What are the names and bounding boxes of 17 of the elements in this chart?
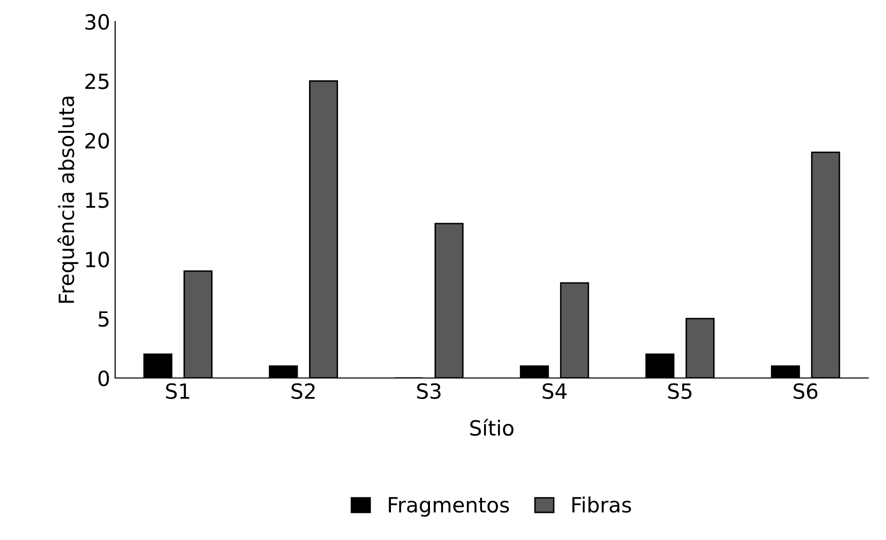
x-tick-label: S3 bbox=[417, 383, 441, 399]
y-tick-label: 15 bbox=[86, 192, 108, 208]
y-axis-title: Frequência absoluta bbox=[57, 96, 78, 303]
y-tick-label: 25 bbox=[85, 73, 108, 90]
y-tick-label: 30 bbox=[85, 14, 109, 30]
x-tick-label: S6 bbox=[794, 383, 818, 399]
x-tick-label: S4 bbox=[542, 383, 567, 399]
x-tick-label: S1 bbox=[166, 383, 190, 399]
y-tick-label: 5 bbox=[98, 311, 108, 327]
legend-label: Fragmentos bbox=[388, 497, 509, 517]
legend-label: Fibras bbox=[572, 496, 632, 513]
y-tick-label: 0 bbox=[98, 370, 109, 386]
y-tick-label: 20 bbox=[85, 132, 109, 149]
x-tick-label: S2 bbox=[292, 383, 315, 399]
y-tick-label: 10 bbox=[86, 252, 109, 268]
x-tick-label: S5 bbox=[668, 383, 692, 399]
x-axis-title: Sítio bbox=[470, 418, 514, 436]
